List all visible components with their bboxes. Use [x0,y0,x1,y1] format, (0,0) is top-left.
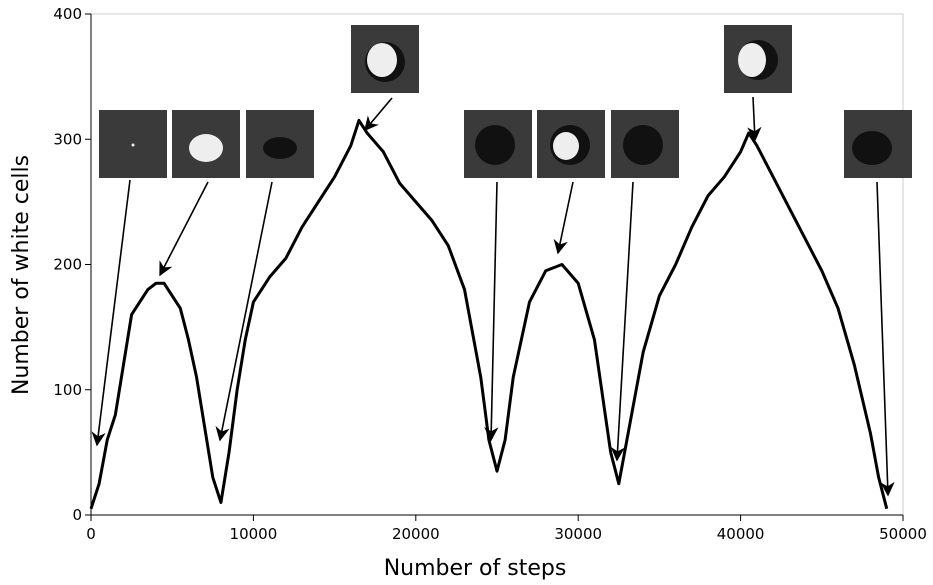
data-line [89,118,889,510]
arrow [91,179,131,447]
blob [367,43,397,77]
blob [553,132,579,160]
arrow [159,181,209,277]
blob [131,143,135,147]
y-tick-label: 400 [53,5,82,23]
blob [263,137,297,159]
thumbnails [99,25,912,178]
x-axis-label: Number of steps [384,556,567,581]
x-tick-label: 10000 [230,525,278,543]
blob [623,125,663,165]
blob [189,134,223,162]
y-tick-label: 0 [72,506,82,524]
y-tick-label: 100 [53,381,82,399]
arrows [91,96,895,497]
x-tick-label: 40000 [717,525,765,543]
y-tick-label: 300 [53,130,82,148]
y-tick-label: 200 [53,256,82,274]
arrow [610,181,634,462]
blob [852,131,892,165]
x-tick-label: 0 [86,525,96,543]
arrow [553,181,574,255]
arrow [364,97,393,132]
blob [475,125,515,165]
arrow [876,181,895,497]
blob [738,43,766,77]
x-tick-label: 30000 [554,525,602,543]
plot-area [89,118,889,510]
x-tick-label: 50000 [879,525,927,543]
arrow [484,181,499,442]
arrow [215,181,273,442]
y-axis-label: Number of white cells [9,155,34,395]
x-tick-label: 20000 [392,525,440,543]
arrow [747,96,762,142]
